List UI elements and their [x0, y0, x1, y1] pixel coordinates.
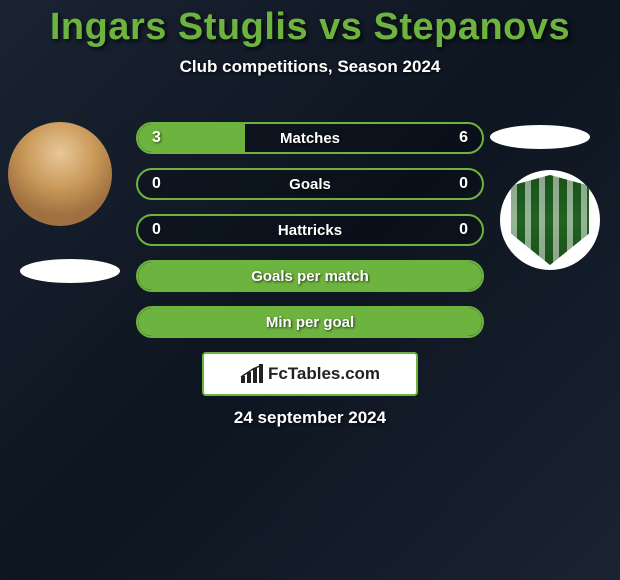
brand-badge[interactable]: FcTables.com [202, 352, 418, 396]
stat-value-right: 0 [459, 221, 468, 239]
stat-row: Min per goal [136, 306, 484, 338]
club-crest-icon [511, 175, 589, 265]
player-right-avatar [500, 170, 600, 270]
stat-row: 0Goals0 [136, 168, 484, 200]
stat-label: Matches [138, 130, 482, 147]
date-text: 24 september 2024 [0, 408, 620, 428]
badge-oval-right [490, 125, 590, 149]
page-subtitle: Club competitions, Season 2024 [0, 57, 620, 77]
stat-label: Goals [138, 176, 482, 193]
badge-oval-left [20, 259, 120, 283]
brand-text: FcTables.com [268, 364, 380, 384]
stat-label: Min per goal [138, 314, 482, 331]
stat-label: Hattricks [138, 222, 482, 239]
player-left-avatar [8, 122, 112, 226]
stat-value-right: 6 [459, 129, 468, 147]
stat-row: Goals per match [136, 260, 484, 292]
stat-row: 3Matches6 [136, 122, 484, 154]
page-title: Ingars Stuglis vs Stepanovs [0, 0, 620, 49]
stat-row: 0Hattricks0 [136, 214, 484, 246]
stat-label: Goals per match [138, 268, 482, 285]
bars-icon [240, 364, 264, 384]
stat-value-right: 0 [459, 175, 468, 193]
stats-container: 3Matches60Goals00Hattricks0Goals per mat… [136, 122, 484, 352]
